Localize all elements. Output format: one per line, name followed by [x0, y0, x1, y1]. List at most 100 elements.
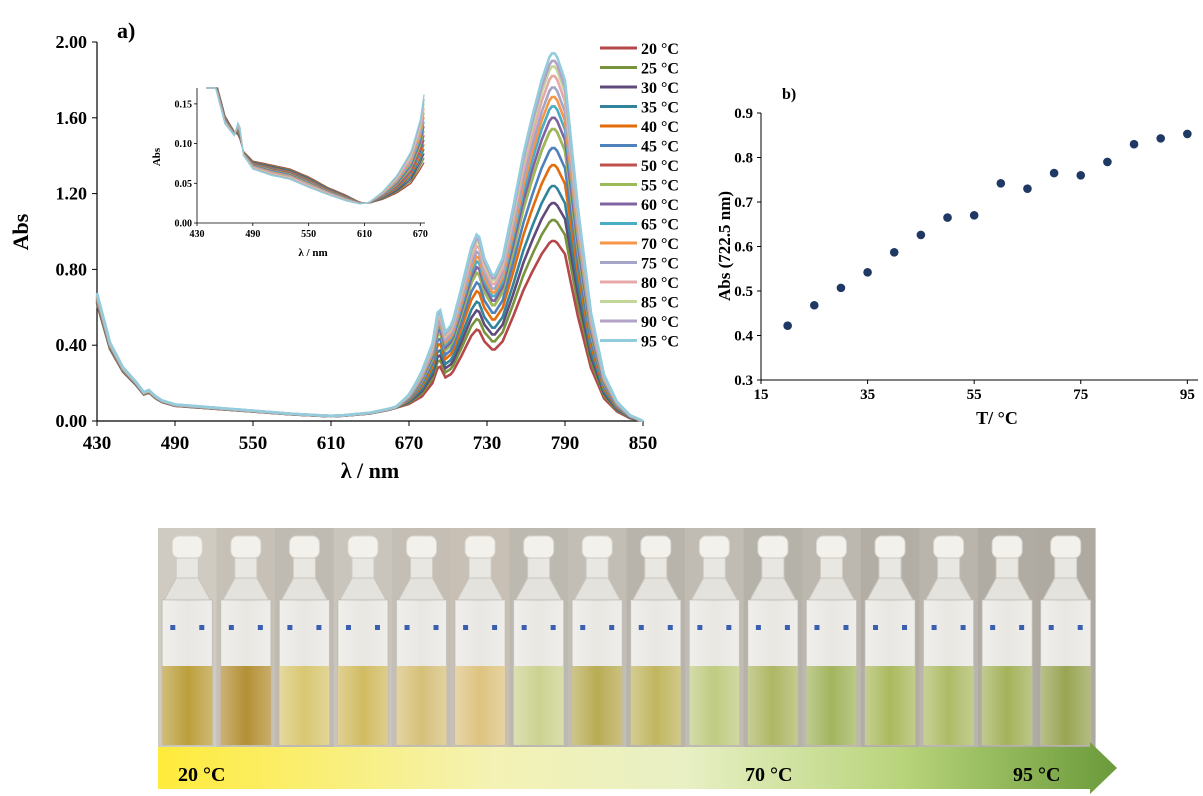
- scatter-point: [783, 321, 792, 331]
- inset-x-tick-label: 670: [413, 229, 428, 240]
- scatter-x-tick-label: 15: [754, 387, 769, 403]
- scatter-x-tick-label: 75: [1073, 387, 1088, 403]
- scatter-point: [1049, 168, 1059, 178]
- legend-label: 55 °C: [641, 178, 679, 195]
- cuvette-neck: [702, 557, 726, 579]
- cuvette-mark: [316, 625, 322, 630]
- scatter-points: [783, 129, 1192, 331]
- x-tick-label: 850: [629, 433, 658, 454]
- cuvette-mark: [287, 625, 293, 630]
- cuvette-cap: [523, 535, 555, 559]
- x-tick-label: 790: [551, 433, 580, 454]
- cuvette-mark: [784, 625, 790, 630]
- scatter-y-tick-label: 0.6: [734, 240, 753, 256]
- inset-series-lines: [206, 87, 425, 205]
- scatter-point: [969, 211, 979, 220]
- cuvette-cap: [933, 535, 965, 559]
- cuvette-cap: [1050, 535, 1082, 559]
- y-tick-label: 0.00: [56, 411, 88, 431]
- inset-x-tick-label: 430: [190, 229, 205, 240]
- spectrum-line-20c: [95, 239, 644, 423]
- cuvette-neck: [410, 557, 434, 579]
- cuvette-mark: [228, 625, 234, 630]
- legend-label: 20 °C: [641, 41, 679, 58]
- cuvette-cap: [815, 535, 847, 559]
- inset-line-95c: [206, 87, 425, 205]
- legend-label: 65 °C: [641, 217, 679, 234]
- inset-background: [197, 88, 425, 223]
- x-tick-label: 550: [239, 433, 268, 454]
- legend-label: 90 °C: [641, 314, 679, 331]
- panel-a-label: a): [117, 18, 135, 43]
- cuvette-cap: [347, 535, 379, 559]
- scatter-point: [836, 283, 846, 293]
- scatter-y-tick-label: 0.8: [734, 151, 753, 167]
- cuvette-mark: [374, 625, 380, 630]
- cuvette-neck: [819, 557, 843, 579]
- cuvette-mark: [814, 625, 820, 630]
- x-tick-label: 490: [161, 433, 190, 454]
- cuvette-glass-highlight: [747, 600, 798, 745]
- legend-label: 80 °C: [641, 275, 679, 292]
- scatter-point: [1129, 139, 1139, 149]
- y-tick-label: 0.80: [56, 259, 88, 279]
- spectrum-y-axis-label: Abs: [8, 213, 33, 250]
- cuvette-mark: [726, 625, 732, 630]
- spectrum-series-lines: [95, 52, 644, 423]
- inset-x-tick-label: 490: [245, 229, 260, 240]
- x-tick-label: 730: [473, 433, 502, 454]
- cuvette-cap: [991, 535, 1023, 559]
- panel-b-label: b): [782, 86, 796, 103]
- scatter-y-tick-label: 0.7: [734, 195, 753, 211]
- cuvette-mark: [755, 625, 761, 630]
- scatter-point: [996, 179, 1006, 188]
- spectrum-legend: 20 °C 25 °C 30 °C 35 °C 40 °C 45 °C 50 °C 55 °C…: [600, 41, 679, 351]
- cuvette-cap: [874, 535, 906, 559]
- spectrum-axes: 430 490 550 610 670 730 790 850 0.00 0.40 0.80 1.20…: [56, 32, 658, 454]
- scatter-point: [1156, 134, 1165, 143]
- cuvette-glass-highlight: [279, 600, 330, 745]
- spectrum-x-axis-label: λ / nm: [341, 458, 399, 483]
- inset-x-axis-label: λ / nm: [298, 247, 327, 259]
- cuvette-neck: [585, 557, 609, 579]
- inset-y-tick-label: 0.15: [175, 99, 193, 110]
- legend-label: 35 °C: [641, 100, 679, 117]
- cuvette-mark: [521, 625, 527, 630]
- cuvette-glass-highlight: [220, 600, 271, 745]
- cuvette-mark: [638, 625, 644, 630]
- absorbance-spectrum-chart: a) 430 490 550 610 670 730 790 850 0.00 0.40 0.80 1…: [8, 18, 679, 483]
- cuvette-neck: [468, 557, 492, 579]
- scatter-point: [809, 300, 819, 310]
- scatter-y-tick-label: 0.5: [734, 284, 753, 300]
- cuvette-mark: [345, 625, 351, 630]
- legend-label: 75 °C: [641, 256, 679, 273]
- cuvette-neck: [995, 557, 1019, 579]
- scatter-point: [889, 247, 899, 257]
- legend-label: 95 °C: [641, 334, 679, 351]
- inset-x-tick-label: 610: [357, 229, 372, 240]
- cuvette-mark: [931, 625, 937, 630]
- scatter-point: [916, 230, 926, 240]
- legend-label: 85 °C: [641, 295, 679, 312]
- inset-y-tick-label: 0.00: [175, 219, 193, 230]
- gradient-label-start: 20 °C: [178, 764, 225, 786]
- cuvette-neck: [351, 557, 375, 579]
- cuvette-mark: [580, 625, 586, 630]
- cuvette-cap: [288, 535, 320, 559]
- cuvette-neck: [292, 557, 316, 579]
- cuvette-glass-highlight: [1040, 600, 1091, 745]
- x-tick-label: 430: [83, 433, 112, 454]
- scatter-y-tick-label: 0.9: [734, 106, 753, 122]
- scatter-axes: 15 35 55 75 95 0.3 0.4 0.5 0.6 0.7 0.8 0.9: [734, 106, 1198, 403]
- gradient-label-end: 95 °C: [1013, 764, 1060, 786]
- cuvette-cap: [464, 535, 496, 559]
- cuvette-mark: [697, 625, 703, 630]
- x-tick-label: 610: [317, 433, 346, 454]
- gradient-label-middle: 70 °C: [745, 764, 792, 786]
- cuvette-neck: [937, 557, 961, 579]
- cuvette-cap: [581, 535, 613, 559]
- scatter-y-tick-label: 0.4: [734, 329, 753, 345]
- scatter-point: [943, 213, 952, 222]
- cuvette-mark: [1048, 625, 1054, 630]
